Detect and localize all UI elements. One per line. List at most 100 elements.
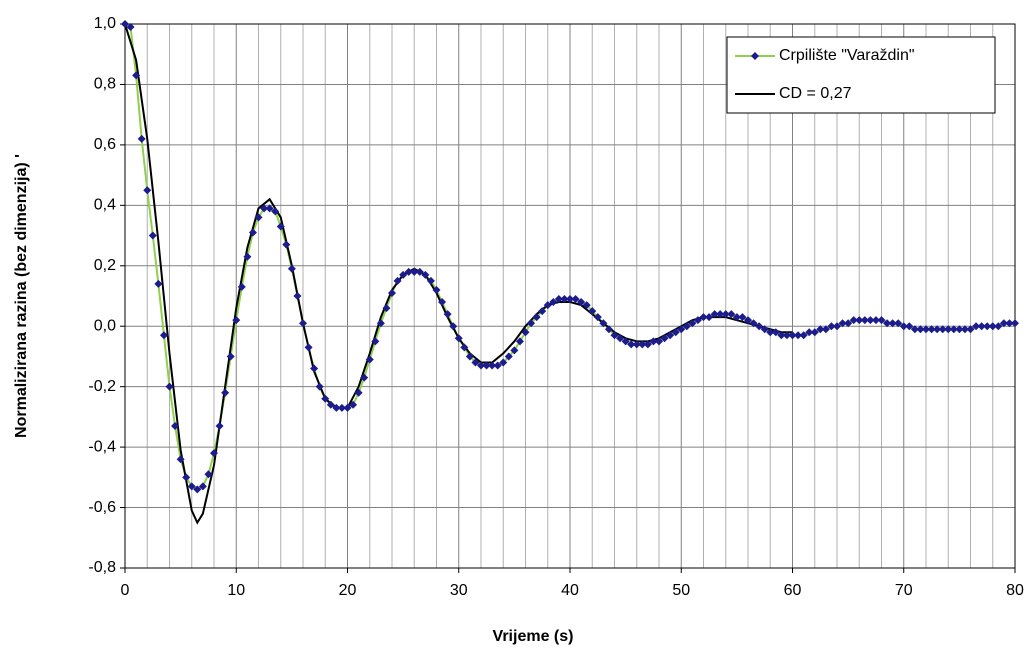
data-point bbox=[221, 388, 230, 397]
data-point bbox=[210, 449, 218, 458]
data-point bbox=[393, 276, 402, 285]
data-point bbox=[705, 313, 714, 322]
data-point bbox=[404, 267, 413, 276]
data-point bbox=[638, 340, 647, 349]
x-tick-label: 50 bbox=[672, 582, 690, 599]
x-tick-label: 20 bbox=[339, 582, 357, 599]
data-point bbox=[332, 403, 341, 412]
data-point bbox=[744, 316, 752, 325]
data-point bbox=[738, 313, 747, 322]
x-tick-label: 60 bbox=[784, 582, 802, 599]
data-point bbox=[649, 337, 658, 346]
data-point bbox=[299, 319, 307, 328]
data-point bbox=[855, 316, 864, 325]
data-point bbox=[755, 322, 764, 331]
data-point bbox=[760, 325, 769, 334]
data-point bbox=[315, 382, 324, 391]
data-point bbox=[410, 267, 419, 276]
data-point bbox=[132, 71, 141, 80]
data-point bbox=[388, 288, 396, 297]
data-point bbox=[972, 322, 981, 331]
data-point bbox=[977, 322, 986, 331]
y-tick-label: 1,0 bbox=[94, 15, 116, 32]
data-point bbox=[554, 295, 563, 304]
data-point bbox=[543, 301, 552, 310]
data-point bbox=[593, 313, 602, 322]
data-point bbox=[354, 388, 363, 397]
data-point bbox=[849, 316, 858, 325]
data-point bbox=[938, 325, 947, 334]
data-point bbox=[949, 325, 958, 334]
data-point bbox=[237, 282, 246, 291]
data-point bbox=[588, 307, 597, 316]
data-point bbox=[910, 325, 919, 334]
data-point bbox=[905, 322, 914, 331]
data-point bbox=[143, 186, 152, 195]
data-point bbox=[187, 482, 196, 491]
data-point bbox=[193, 485, 202, 494]
y-tick-label: -0,2 bbox=[88, 378, 116, 395]
data-point bbox=[916, 325, 925, 334]
y-tick-label: -0,6 bbox=[88, 499, 116, 516]
data-point bbox=[777, 331, 786, 340]
data-point bbox=[955, 325, 964, 334]
data-point bbox=[1011, 319, 1019, 328]
data-point bbox=[432, 285, 441, 294]
data-point bbox=[465, 352, 474, 361]
data-point bbox=[933, 325, 942, 334]
data-point bbox=[582, 301, 591, 310]
data-point bbox=[421, 270, 430, 279]
data-point bbox=[182, 473, 191, 482]
data-point bbox=[821, 325, 830, 334]
y-tick-label: 0,0 bbox=[94, 317, 116, 334]
data-point bbox=[148, 231, 157, 240]
data-point bbox=[1005, 319, 1014, 328]
data-point bbox=[271, 207, 280, 216]
y-tick-label: 0,2 bbox=[94, 257, 116, 274]
data-point bbox=[376, 319, 385, 328]
data-point bbox=[677, 325, 686, 334]
data-point bbox=[877, 316, 886, 325]
data-point bbox=[571, 295, 580, 304]
data-point bbox=[732, 313, 741, 322]
data-point bbox=[499, 358, 508, 367]
data-point bbox=[343, 403, 352, 412]
data-point bbox=[176, 455, 185, 464]
data-point bbox=[121, 20, 129, 28]
y-tick-label: 0,4 bbox=[94, 197, 116, 214]
legend-box bbox=[726, 36, 996, 114]
data-point bbox=[782, 331, 791, 340]
data-point bbox=[527, 319, 536, 328]
data-point bbox=[349, 400, 358, 409]
data-point bbox=[521, 328, 530, 337]
data-point bbox=[165, 382, 174, 391]
data-point bbox=[988, 322, 997, 331]
data-point bbox=[788, 331, 797, 340]
data-point bbox=[922, 325, 930, 334]
data-point bbox=[610, 331, 619, 340]
data-point bbox=[894, 319, 903, 328]
data-point bbox=[860, 316, 869, 325]
x-tick-label: 10 bbox=[227, 582, 245, 599]
data-point bbox=[371, 337, 380, 346]
x-tick-label: 0 bbox=[121, 582, 130, 599]
data-point bbox=[766, 328, 775, 337]
data-point bbox=[655, 337, 663, 346]
data-point bbox=[721, 310, 730, 319]
data-point bbox=[666, 331, 675, 340]
data-point bbox=[360, 373, 369, 382]
data-point bbox=[438, 298, 447, 307]
x-tick-label: 70 bbox=[895, 582, 913, 599]
data-point bbox=[549, 298, 558, 307]
data-point bbox=[510, 346, 519, 355]
data-point bbox=[460, 343, 469, 352]
data-point bbox=[159, 331, 168, 340]
data-point bbox=[643, 340, 652, 349]
data-point bbox=[816, 325, 825, 334]
data-point bbox=[749, 319, 758, 328]
data-point bbox=[771, 328, 780, 337]
data-point bbox=[321, 394, 330, 403]
data-point bbox=[198, 482, 207, 491]
data-point bbox=[632, 340, 641, 349]
data-point bbox=[799, 331, 808, 340]
